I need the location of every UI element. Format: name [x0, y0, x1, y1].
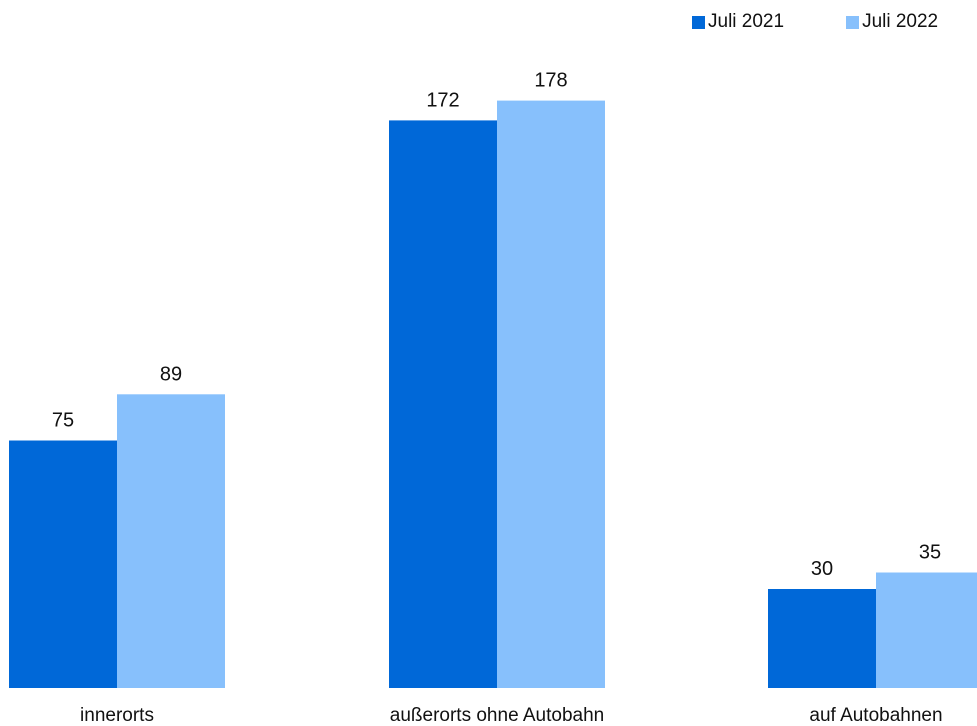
legend-swatch-juli-2021: [692, 15, 705, 29]
x-tick-ausserorts-ohne-autobahn: außerorts ohne Autobahn: [390, 705, 604, 726]
data-labels-group: 75 89 172 178 30 35: [52, 70, 941, 580]
bar-innerorts-juli-2022[interactable]: [117, 394, 225, 688]
legend-item-juli-2022[interactable]: Juli 2022: [846, 11, 938, 33]
bar-innerorts-juli-2021[interactable]: [9, 440, 117, 689]
data-label-auf-autobahnen-juli-2021: 30: [811, 558, 833, 580]
bars-group: [9, 100, 977, 689]
data-label-innerorts-juli-2022: 89: [160, 363, 182, 385]
x-tick-innerorts: innerorts: [80, 705, 154, 726]
data-label-ausserorts-ohne-autobahn-juli-2022: 178: [534, 70, 567, 92]
bar-ausserorts-ohne-autobahn-juli-2022[interactable]: [497, 100, 605, 689]
data-label-ausserorts-ohne-autobahn-juli-2021: 172: [426, 89, 459, 111]
legend-item-juli-2021[interactable]: Juli 2021: [692, 11, 784, 33]
legend-swatch-juli-2022: [846, 15, 860, 29]
legend-label-juli-2021: Juli 2021: [708, 11, 785, 32]
legend-label-juli-2022: Juli 2022: [862, 11, 939, 32]
bar-auf-autobahnen-juli-2021[interactable]: [768, 589, 876, 688]
legend: Juli 2021 Juli 2022: [692, 11, 938, 33]
bar-auf-autobahnen-juli-2022[interactable]: [876, 572, 977, 689]
x-tick-auf-autobahnen: auf Autobahnen: [809, 705, 942, 726]
bar-ausserorts-ohne-autobahn-juli-2021[interactable]: [389, 120, 497, 688]
data-label-innerorts-juli-2021: 75: [52, 410, 74, 432]
x-axis-ticks: innerorts außerorts ohne Autobahn auf Auto…: [80, 705, 943, 726]
data-label-auf-autobahnen-juli-2022: 35: [919, 542, 941, 564]
